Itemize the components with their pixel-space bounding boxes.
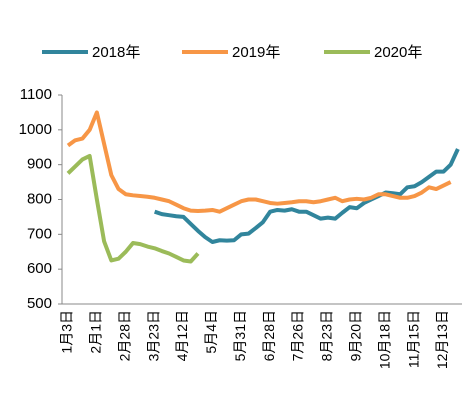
series-line — [66, 153, 200, 264]
x-tick-label: 5月4日 — [203, 310, 219, 354]
x-tick-label: 7月26日 — [290, 310, 306, 361]
x-tick-label: 3月23日 — [145, 310, 161, 361]
legend-label: 2019年 — [232, 44, 280, 61]
x-tick-label: 10月18日 — [376, 310, 392, 369]
y-tick-label: 600 — [27, 260, 52, 277]
legend-label: 2018年 — [92, 44, 140, 61]
y-tick-label: 500 — [27, 295, 52, 312]
x-tick-label: 6月28日 — [261, 310, 277, 361]
x-tick-label: 2月1日 — [88, 310, 104, 354]
x-tick-label: 12月13日 — [434, 310, 450, 369]
x-tick-label: 8月23日 — [319, 310, 335, 361]
x-tick-label: 11月15日 — [405, 310, 421, 368]
y-tick-label: 700 — [27, 225, 52, 242]
x-tick-label: 2月28日 — [116, 310, 132, 361]
x-tick-label: 5月31日 — [232, 310, 248, 361]
legend-label: 2020年 — [374, 44, 422, 61]
x-tick-label: 9月20日 — [348, 310, 364, 361]
x-tick-label: 1月3日 — [59, 310, 75, 354]
y-tick-label: 1000 — [19, 121, 52, 138]
series-line — [66, 110, 452, 214]
series-line — [154, 148, 460, 244]
y-tick-label: 900 — [27, 156, 52, 173]
x-tick-label: 4月12日 — [174, 310, 190, 361]
y-tick-label: 800 — [27, 190, 52, 207]
y-tick-label: 1100 — [20, 86, 52, 103]
